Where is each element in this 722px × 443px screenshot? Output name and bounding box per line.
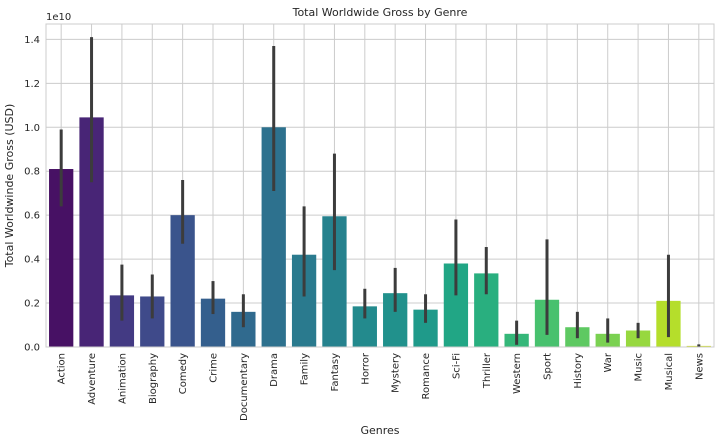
y-tick-label: 0.2	[24, 299, 40, 310]
x-tick-label: Music	[634, 353, 645, 381]
y-axis-label: Total Worldwinde Gross (USD)	[3, 104, 16, 269]
x-tick-label: Horror	[360, 352, 371, 385]
y-tick-label: 1.4	[24, 35, 40, 46]
y-tick-label: 0.0	[24, 343, 40, 354]
bars	[49, 117, 711, 347]
y-axis-ticks: 0.0 0.2 0.4 0.6 0.8 1.0 1.2 1.4	[24, 35, 40, 354]
x-tick-label: Animation	[117, 353, 128, 404]
x-tick-label: Adventure	[87, 353, 98, 405]
error-bars	[59, 37, 701, 347]
x-tick-label: Musical	[664, 353, 675, 390]
x-tick-label: Action	[57, 353, 68, 384]
y-tick-label: 1.2	[24, 79, 40, 90]
x-tick-label: Biography	[148, 353, 159, 404]
x-tick-label: Comedy	[178, 353, 189, 394]
x-tick-label: Crime	[209, 353, 220, 383]
x-tick-label: Western	[512, 353, 523, 394]
plot-frame	[45, 23, 715, 348]
x-tick-label: Fantasy	[330, 353, 341, 392]
x-tick-label: Sport	[543, 353, 554, 380]
x-tick-label: History	[573, 353, 584, 389]
x-axis-label: Genres	[360, 424, 399, 437]
x-tick-label: Thriller	[482, 352, 493, 389]
x-tick-label: News	[694, 353, 705, 380]
x-tick-label: Documentary	[239, 353, 250, 421]
x-tick-label: Drama	[269, 353, 280, 387]
bar-music	[625, 330, 651, 347]
y-axis-offset-label: 1e10	[46, 12, 71, 23]
x-tick-label: Family	[300, 353, 311, 385]
x-tick-label: Sci-Fi	[451, 353, 462, 379]
chart-title: Total Worldwide Gross by Genre	[292, 6, 468, 19]
x-tick-label: Mystery	[391, 353, 402, 393]
y-tick-label: 0.8	[24, 167, 40, 178]
x-axis-ticks: Action Adventure Animation Biography Comedy C…	[57, 352, 706, 421]
y-tick-label: 1.0	[24, 123, 40, 134]
y-tick-label: 0.4	[24, 255, 40, 266]
x-tick-label: Romance	[421, 353, 432, 399]
y-tick-label: 0.6	[24, 211, 40, 222]
x-tick-label: War	[603, 352, 614, 372]
